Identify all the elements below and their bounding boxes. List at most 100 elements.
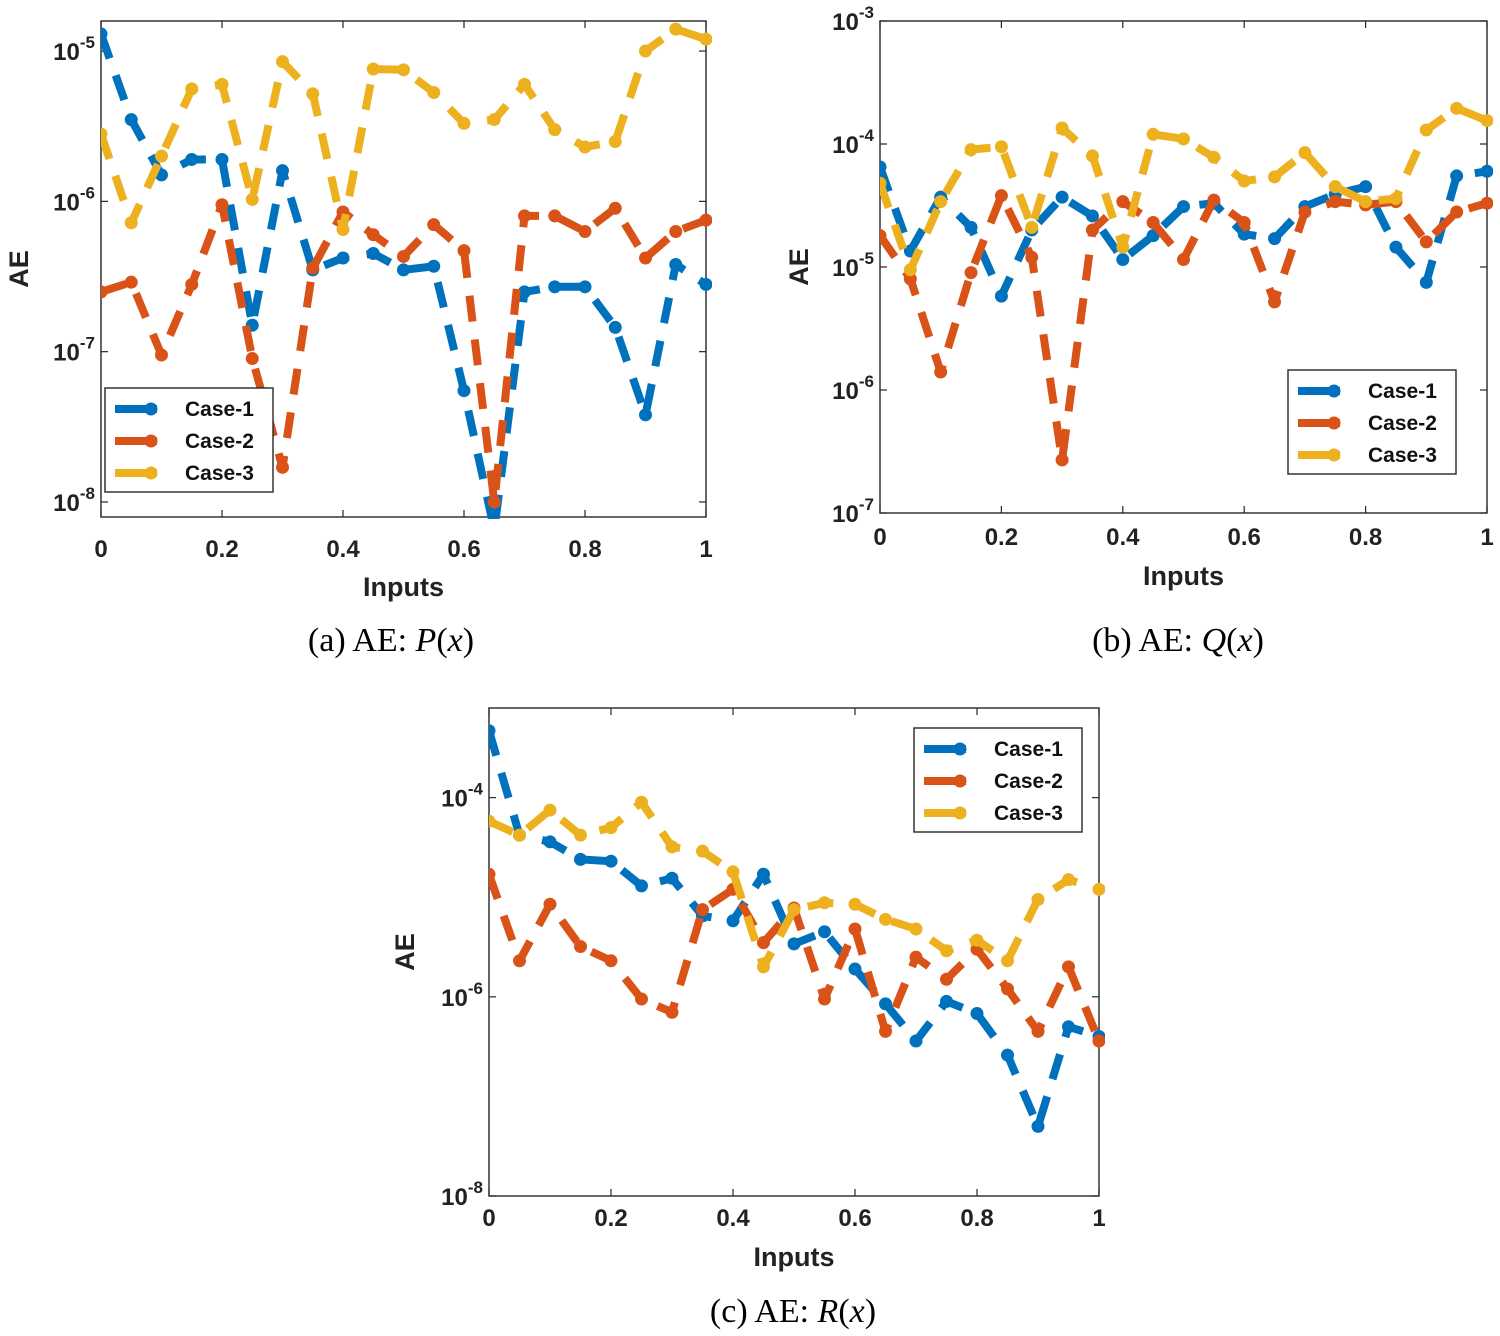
data-point-case-3 [1389,192,1403,206]
data-point-case-1 [608,320,622,334]
data-point-case-2 [245,352,259,366]
y-axis-label: AE [4,250,34,288]
data-point-case-3 [1268,170,1282,184]
data-point-case-2 [101,285,108,299]
data-point-case-1 [1268,232,1282,246]
data-point-case-3 [696,844,709,858]
data-point-case-3 [215,77,229,91]
data-point-case-3 [608,135,622,149]
data-point-case-3 [604,821,618,835]
data-point-case-3 [1031,892,1045,906]
data-point-case-2 [543,897,557,911]
data-point-case-2 [699,213,712,227]
data-point-case-3 [818,896,831,910]
data-point-case-2 [513,954,526,968]
series-line-case-1 [101,32,709,519]
data-point-case-1 [665,871,679,885]
data-point-case-3 [665,840,679,854]
data-point-case-1 [1031,1119,1045,1133]
data-point-case-2 [669,225,683,239]
data-point-case-1 [336,251,350,265]
data-point-case-2 [1419,235,1433,249]
series-layer [489,724,1105,1133]
data-point-case-2 [1207,193,1221,207]
data-point-case-1 [1450,169,1464,183]
x-tick-label: 0.2 [594,1205,627,1232]
y-axis-label: AE [784,248,814,286]
panel-a-ae-p: 0 0.2 0.4 0.6 0.8 1 10-8 10-7 10-6 10-5 Inputs AE Ca… [4,20,713,659]
data-point-case-1 [909,1034,923,1048]
x-tick-label: 0.2 [205,536,238,563]
y-tick-label: 10-6 [53,183,95,216]
data-point-case-1 [1389,240,1403,254]
data-point-case-2 [848,922,862,936]
data-point-case-2 [994,189,1008,203]
data-point-case-3 [1419,123,1433,137]
data-point-case-1 [397,263,410,277]
data-point-case-2 [427,218,441,232]
data-point-case-2 [1031,1024,1045,1038]
data-point-case-1 [818,925,831,939]
data-point-case-2 [1092,1034,1105,1048]
data-point-case-1 [940,994,953,1008]
data-point-case-3 [757,960,770,974]
legend-entry-case-1: Case-1 [185,398,254,421]
data-point-case-2 [548,209,562,223]
data-point-case-3 [1146,127,1160,141]
legend: Case-1 Case-2 Case-3 [913,727,1083,833]
data-point-case-3 [994,140,1008,154]
data-point-case-1 [635,879,648,893]
data-point-case-2 [696,903,709,917]
data-point-case-1 [1177,200,1190,214]
data-point-case-3 [578,140,592,154]
data-point-case-3 [1055,121,1069,135]
y-tick-label: 10-8 [53,484,95,517]
data-point-case-2 [457,244,471,258]
x-tick-label: 0.8 [1349,524,1382,551]
legend-entry-case-2: Case-2 [1368,412,1437,435]
y-tick-label: 10-4 [832,126,874,159]
x-axis-label: Inputs [754,1242,835,1272]
legend-swatch-marker [1327,448,1341,462]
y-tick-label: 10-6 [832,372,874,405]
legend-swatch-marker [953,806,967,820]
data-point-case-2 [1328,195,1342,209]
legend-entry-case-1: Case-1 [994,738,1063,761]
data-point-case-2 [903,272,917,286]
x-tick-label: 1 [699,536,712,563]
data-point-case-2 [604,954,618,968]
data-point-case-3 [1116,240,1130,254]
data-point-case-2 [1116,195,1130,209]
data-point-case-1 [964,220,978,234]
y-tick-label: 10-7 [832,495,874,528]
data-point-case-3 [306,87,320,101]
data-point-case-3 [155,149,168,163]
data-point-case-3 [1092,882,1105,896]
data-point-case-1 [669,258,683,272]
data-point-case-3 [669,22,683,36]
y-tick-label: 10-5 [53,33,95,66]
data-point-case-3 [1207,150,1221,164]
data-point-case-2 [757,936,770,950]
y-tick-label: 10-7 [53,334,95,367]
data-point-case-2 [1480,196,1493,210]
data-point-case-2 [124,275,138,289]
data-point-case-3 [101,127,108,141]
data-point-case-2 [366,228,380,242]
series-layer [880,101,1493,467]
x-tick-label: 0.6 [447,536,480,563]
legend-swatch-marker [144,402,158,416]
data-point-case-1 [101,27,108,41]
data-point-case-1 [215,152,229,166]
series-layer [101,22,712,537]
legend: Case-1 Case-2 Case-3 [104,387,274,493]
legend-entry-case-3: Case-3 [185,462,254,485]
data-point-case-2 [1025,250,1039,264]
y-tick-label: 10-6 [441,979,483,1012]
data-point-case-1 [488,524,501,537]
data-point-case-2 [1268,295,1282,309]
data-point-case-1 [604,854,618,868]
data-point-case-1 [787,937,801,951]
data-point-case-1 [1419,275,1433,289]
